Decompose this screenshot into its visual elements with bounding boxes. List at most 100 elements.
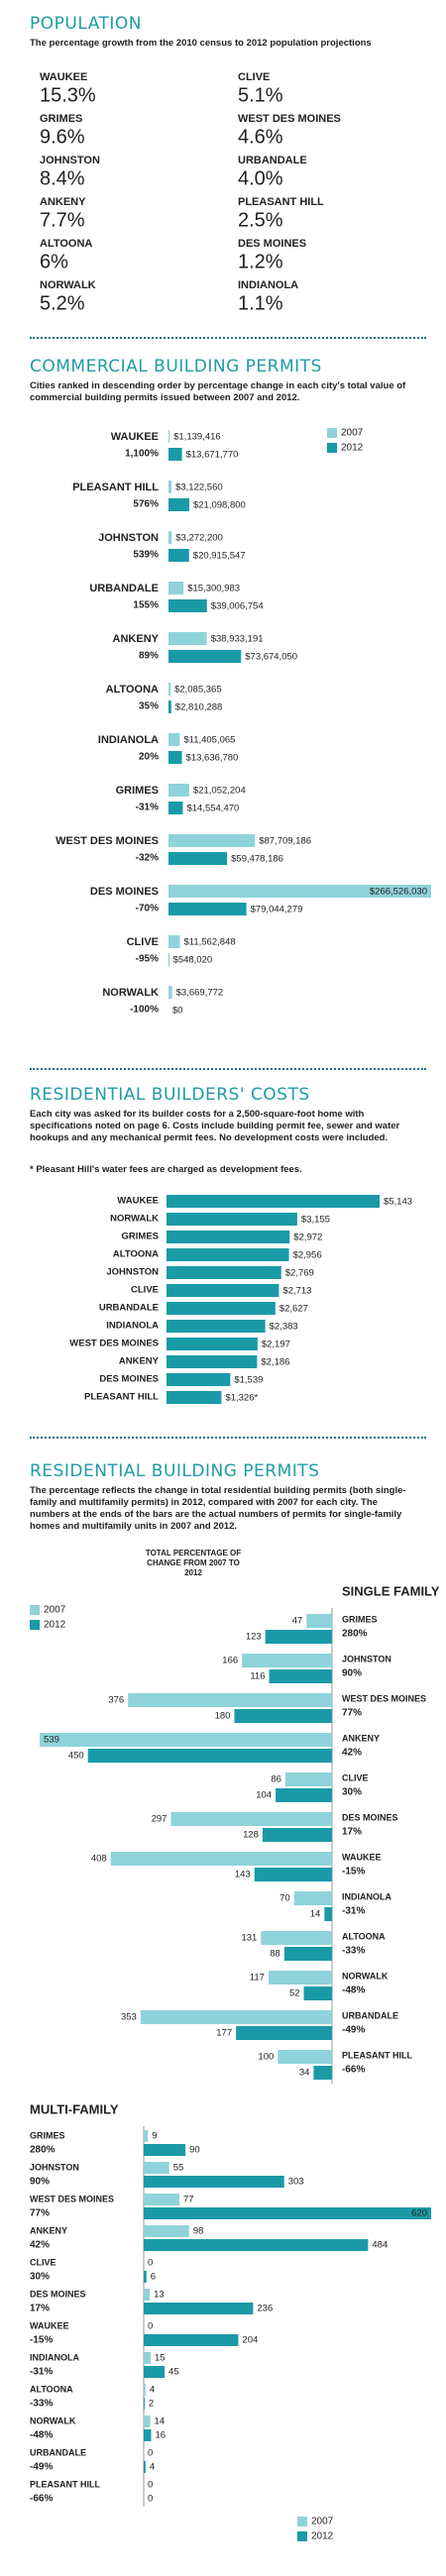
bar: [144, 2239, 369, 2251]
change-label: 17%: [30, 2304, 50, 2314]
city-name: DES MOINES: [30, 2289, 86, 2299]
change-label: 90%: [30, 2177, 50, 2188]
city-name: CLIVE: [131, 1285, 159, 1296]
value-label: 15: [155, 2353, 166, 2364]
city-name: INDIANOLA: [98, 734, 159, 746]
bar: [236, 2026, 332, 2040]
value-label: 2: [149, 2399, 154, 2410]
legend-label: 2007: [44, 1605, 66, 1616]
bar: [144, 2130, 149, 2142]
section-title: POPULATION: [30, 14, 142, 34]
value-label: $59,478,186: [231, 854, 283, 865]
value-label: 4: [150, 2385, 155, 2396]
change-label: 20%: [139, 752, 159, 763]
bar: [168, 903, 247, 915]
growth-value: 5.1%: [238, 84, 283, 106]
bar: [168, 582, 184, 594]
change-label: 30%: [342, 1787, 362, 1798]
bar: [168, 430, 170, 443]
bar: [168, 481, 172, 493]
divider: [30, 1068, 426, 1070]
city-name: PLEASANT HILL: [84, 1392, 159, 1403]
city-name: URBANDALE: [30, 2447, 86, 2457]
change-label: 280%: [30, 2145, 56, 2156]
legend-label: 2012: [311, 2531, 334, 2542]
value-label: 236: [257, 2304, 273, 2314]
city-name: URBANDALE: [342, 2010, 398, 2020]
change-label: -48%: [30, 2430, 53, 2441]
value-label: $38,933,191: [211, 634, 264, 645]
bar: [144, 2415, 151, 2427]
value-label: 16: [155, 2430, 166, 2441]
bar: [144, 2398, 145, 2410]
value-label: $1,539: [234, 1375, 263, 1386]
subsection-title: MULTI-FAMILY: [30, 2101, 119, 2116]
value-label: $2,713: [282, 1286, 311, 1297]
value-label: 484: [372, 2240, 388, 2251]
bar: [167, 1338, 258, 1350]
city-name: PLEASANT HILL: [72, 482, 159, 493]
change-label: 77%: [342, 1708, 362, 1719]
change-label: 576%: [133, 499, 159, 510]
value-label: 0: [148, 2258, 153, 2269]
bar: [269, 1669, 332, 1683]
city-name: ALTOONA: [30, 2384, 73, 2394]
value-label: $21,052,204: [193, 786, 246, 797]
change-label: 1,100%: [125, 449, 159, 460]
bar: [167, 1302, 276, 1315]
bar: [144, 2461, 146, 2473]
bar: [303, 1986, 332, 2000]
value-label: 0: [148, 2480, 153, 2491]
growth-value: 9.6%: [40, 126, 85, 148]
bar: [144, 2352, 152, 2364]
bar: [144, 2429, 152, 2441]
growth-value: 4.0%: [238, 167, 283, 189]
section-title: RESIDENTIAL BUILDING PERMITS: [30, 1461, 319, 1481]
city-name: WAUKEE: [342, 1852, 382, 1862]
growth-value: 1.1%: [238, 292, 283, 314]
growth-value: 1.2%: [238, 251, 283, 272]
city-name: GRIMES: [40, 113, 82, 125]
value-label: 77: [183, 2195, 194, 2205]
city-name: ALTOONA: [40, 238, 92, 250]
city-name: NORWALK: [30, 2415, 76, 2425]
bar: [170, 1812, 332, 1826]
city-name: INDIANOLA: [106, 1321, 159, 1332]
city-name: URBANDALE: [89, 583, 159, 594]
change-label: 17%: [342, 1827, 362, 1838]
bar: [167, 1373, 231, 1386]
value-label: 0: [148, 2321, 153, 2332]
bar: [144, 2194, 180, 2205]
city-name: INDIANOLA: [30, 2352, 79, 2362]
value-label: $2,810,288: [175, 702, 223, 713]
city-name: JOHNSTON: [40, 155, 100, 166]
city-name: CLIVE: [30, 2257, 56, 2267]
bar: [168, 953, 169, 966]
subtitle: Cities ranked in descending order by per…: [30, 380, 406, 403]
bar: [262, 1828, 332, 1842]
city-name: DES MOINES: [342, 1812, 398, 1822]
change-label: -66%: [30, 2494, 53, 2505]
change-label: 89%: [139, 651, 159, 662]
bar: [144, 2384, 146, 2396]
bar: [167, 1231, 290, 1243]
change-label: -31%: [136, 803, 159, 813]
value-label: $3,272,200: [175, 533, 223, 544]
bar: [234, 1709, 332, 1723]
city-name: ANKENY: [342, 1733, 380, 1743]
value-label: $2,972: [293, 1233, 322, 1243]
bar: [167, 1213, 297, 1226]
growth-value: 6%: [40, 251, 68, 272]
growth-value: 5.2%: [40, 292, 85, 314]
note: * Pleasant Hill's water fees are charged…: [30, 1164, 302, 1175]
growth-value: 4.6%: [238, 126, 283, 148]
change-label: -32%: [136, 853, 159, 864]
column-header: TOTAL PERCENTAGE OF CHANGE FROM 2007 TO …: [145, 1549, 242, 1577]
value-label: $0: [172, 1006, 183, 1017]
city-name: NORWALK: [102, 987, 159, 999]
city-name: ANKENY: [113, 633, 160, 645]
value-label: $11,405,065: [183, 735, 235, 746]
bar: [168, 935, 180, 948]
bar: [168, 498, 189, 511]
bar: [168, 448, 182, 461]
